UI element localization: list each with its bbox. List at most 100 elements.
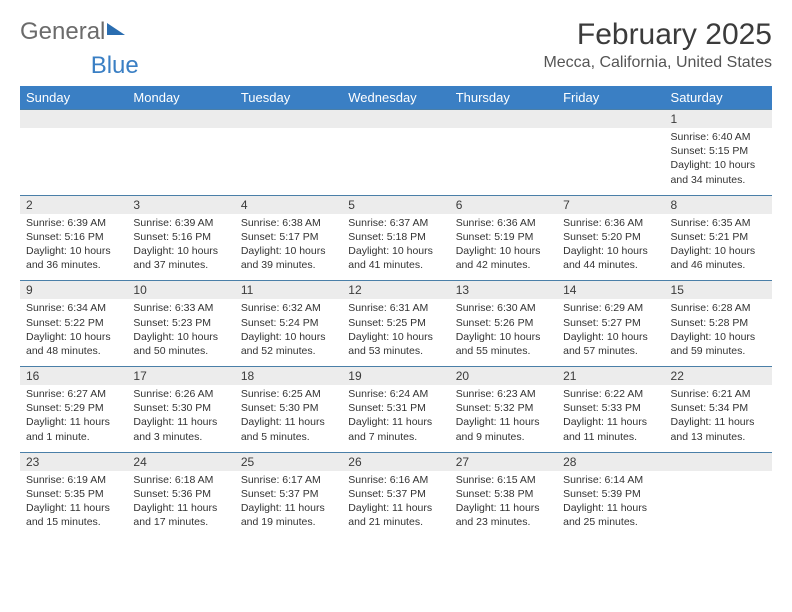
sunset-text: Sunset: 5:17 PM (241, 230, 336, 244)
day-number: 11 (235, 281, 342, 299)
sunrise-text: Sunrise: 6:26 AM (133, 387, 228, 401)
day-number: 3 (127, 196, 234, 214)
day-details: Sunrise: 6:24 AMSunset: 5:31 PMDaylight:… (342, 385, 449, 452)
sunset-text: Sunset: 5:32 PM (456, 401, 551, 415)
sunrise-text: Sunrise: 6:22 AM (563, 387, 658, 401)
sunset-text: Sunset: 5:26 PM (456, 316, 551, 330)
calendar-cell (342, 110, 449, 196)
day-details: Sunrise: 6:21 AMSunset: 5:34 PMDaylight:… (665, 385, 772, 452)
calendar-cell: 1Sunrise: 6:40 AMSunset: 5:15 PMDaylight… (665, 110, 772, 196)
day-details: Sunrise: 6:25 AMSunset: 5:30 PMDaylight:… (235, 385, 342, 452)
day-number (127, 110, 234, 128)
sunset-text: Sunset: 5:35 PM (26, 487, 121, 501)
day-number (20, 110, 127, 128)
calendar-cell: 23Sunrise: 6:19 AMSunset: 5:35 PMDayligh… (20, 452, 127, 537)
day-number (342, 110, 449, 128)
daylight-text: Daylight: 10 hours and 55 minutes. (456, 330, 551, 358)
day-number (557, 110, 664, 128)
sunrise-text: Sunrise: 6:19 AM (26, 473, 121, 487)
day-number: 6 (450, 196, 557, 214)
day-details: Sunrise: 6:22 AMSunset: 5:33 PMDaylight:… (557, 385, 664, 452)
daylight-text: Daylight: 11 hours and 11 minutes. (563, 415, 658, 443)
day-header: Friday (557, 86, 664, 110)
calendar-cell: 8Sunrise: 6:35 AMSunset: 5:21 PMDaylight… (665, 195, 772, 281)
sunset-text: Sunset: 5:38 PM (456, 487, 551, 501)
sunrise-text: Sunrise: 6:25 AM (241, 387, 336, 401)
daylight-text: Daylight: 10 hours and 37 minutes. (133, 244, 228, 272)
sunrise-text: Sunrise: 6:15 AM (456, 473, 551, 487)
sunset-text: Sunset: 5:37 PM (348, 487, 443, 501)
sunrise-text: Sunrise: 6:16 AM (348, 473, 443, 487)
sunrise-text: Sunrise: 6:39 AM (26, 216, 121, 230)
calendar-cell: 15Sunrise: 6:28 AMSunset: 5:28 PMDayligh… (665, 281, 772, 367)
day-details (450, 128, 557, 188)
calendar-cell: 20Sunrise: 6:23 AMSunset: 5:32 PMDayligh… (450, 367, 557, 453)
calendar-cell: 22Sunrise: 6:21 AMSunset: 5:34 PMDayligh… (665, 367, 772, 453)
daylight-text: Daylight: 10 hours and 57 minutes. (563, 330, 658, 358)
daylight-text: Daylight: 10 hours and 42 minutes. (456, 244, 551, 272)
sunrise-text: Sunrise: 6:21 AM (671, 387, 766, 401)
daylight-text: Daylight: 11 hours and 9 minutes. (456, 415, 551, 443)
calendar-cell: 7Sunrise: 6:36 AMSunset: 5:20 PMDaylight… (557, 195, 664, 281)
calendar-cell: 18Sunrise: 6:25 AMSunset: 5:30 PMDayligh… (235, 367, 342, 453)
calendar-cell: 10Sunrise: 6:33 AMSunset: 5:23 PMDayligh… (127, 281, 234, 367)
sunrise-text: Sunrise: 6:33 AM (133, 301, 228, 315)
sunset-text: Sunset: 5:19 PM (456, 230, 551, 244)
calendar-cell (557, 110, 664, 196)
location-text: Mecca, California, United States (543, 54, 772, 72)
daylight-text: Daylight: 10 hours and 44 minutes. (563, 244, 658, 272)
sunset-text: Sunset: 5:15 PM (671, 144, 766, 158)
day-details: Sunrise: 6:32 AMSunset: 5:24 PMDaylight:… (235, 299, 342, 366)
calendar-cell (127, 110, 234, 196)
day-number: 14 (557, 281, 664, 299)
sunrise-text: Sunrise: 6:31 AM (348, 301, 443, 315)
calendar-cell (235, 110, 342, 196)
title-block: February 2025 Mecca, California, United … (543, 18, 772, 72)
calendar-cell: 16Sunrise: 6:27 AMSunset: 5:29 PMDayligh… (20, 367, 127, 453)
day-details (20, 128, 127, 188)
daylight-text: Daylight: 11 hours and 5 minutes. (241, 415, 336, 443)
sunrise-text: Sunrise: 6:18 AM (133, 473, 228, 487)
daylight-text: Daylight: 10 hours and 41 minutes. (348, 244, 443, 272)
daylight-text: Daylight: 11 hours and 23 minutes. (456, 501, 551, 529)
daylight-text: Daylight: 10 hours and 48 minutes. (26, 330, 121, 358)
calendar-cell: 3Sunrise: 6:39 AMSunset: 5:16 PMDaylight… (127, 195, 234, 281)
daylight-text: Daylight: 11 hours and 17 minutes. (133, 501, 228, 529)
daylight-text: Daylight: 10 hours and 52 minutes. (241, 330, 336, 358)
calendar-cell: 25Sunrise: 6:17 AMSunset: 5:37 PMDayligh… (235, 452, 342, 537)
calendar-cell: 2Sunrise: 6:39 AMSunset: 5:16 PMDaylight… (20, 195, 127, 281)
sunset-text: Sunset: 5:16 PM (26, 230, 121, 244)
page-title: February 2025 (543, 18, 772, 52)
day-details: Sunrise: 6:35 AMSunset: 5:21 PMDaylight:… (665, 214, 772, 281)
sunset-text: Sunset: 5:30 PM (241, 401, 336, 415)
daylight-text: Daylight: 11 hours and 15 minutes. (26, 501, 121, 529)
calendar-cell: 13Sunrise: 6:30 AMSunset: 5:26 PMDayligh… (450, 281, 557, 367)
day-number: 26 (342, 453, 449, 471)
calendar-cell: 4Sunrise: 6:38 AMSunset: 5:17 PMDaylight… (235, 195, 342, 281)
day-header: Wednesday (342, 86, 449, 110)
sunset-text: Sunset: 5:21 PM (671, 230, 766, 244)
day-details: Sunrise: 6:19 AMSunset: 5:35 PMDaylight:… (20, 471, 127, 538)
sunrise-text: Sunrise: 6:34 AM (26, 301, 121, 315)
day-details: Sunrise: 6:37 AMSunset: 5:18 PMDaylight:… (342, 214, 449, 281)
day-details: Sunrise: 6:38 AMSunset: 5:17 PMDaylight:… (235, 214, 342, 281)
daylight-text: Daylight: 10 hours and 34 minutes. (671, 158, 766, 186)
sunset-text: Sunset: 5:25 PM (348, 316, 443, 330)
sunrise-text: Sunrise: 6:17 AM (241, 473, 336, 487)
day-number: 25 (235, 453, 342, 471)
day-details (557, 128, 664, 188)
sunrise-text: Sunrise: 6:28 AM (671, 301, 766, 315)
sunset-text: Sunset: 5:27 PM (563, 316, 658, 330)
logo-text-general: General (20, 18, 105, 46)
daylight-text: Daylight: 10 hours and 36 minutes. (26, 244, 121, 272)
sunset-text: Sunset: 5:31 PM (348, 401, 443, 415)
day-number: 16 (20, 367, 127, 385)
day-details: Sunrise: 6:15 AMSunset: 5:38 PMDaylight:… (450, 471, 557, 538)
sunset-text: Sunset: 5:30 PM (133, 401, 228, 415)
daylight-text: Daylight: 11 hours and 7 minutes. (348, 415, 443, 443)
calendar-cell: 27Sunrise: 6:15 AMSunset: 5:38 PMDayligh… (450, 452, 557, 537)
sunset-text: Sunset: 5:34 PM (671, 401, 766, 415)
sunrise-text: Sunrise: 6:14 AM (563, 473, 658, 487)
sunset-text: Sunset: 5:29 PM (26, 401, 121, 415)
calendar-cell: 6Sunrise: 6:36 AMSunset: 5:19 PMDaylight… (450, 195, 557, 281)
